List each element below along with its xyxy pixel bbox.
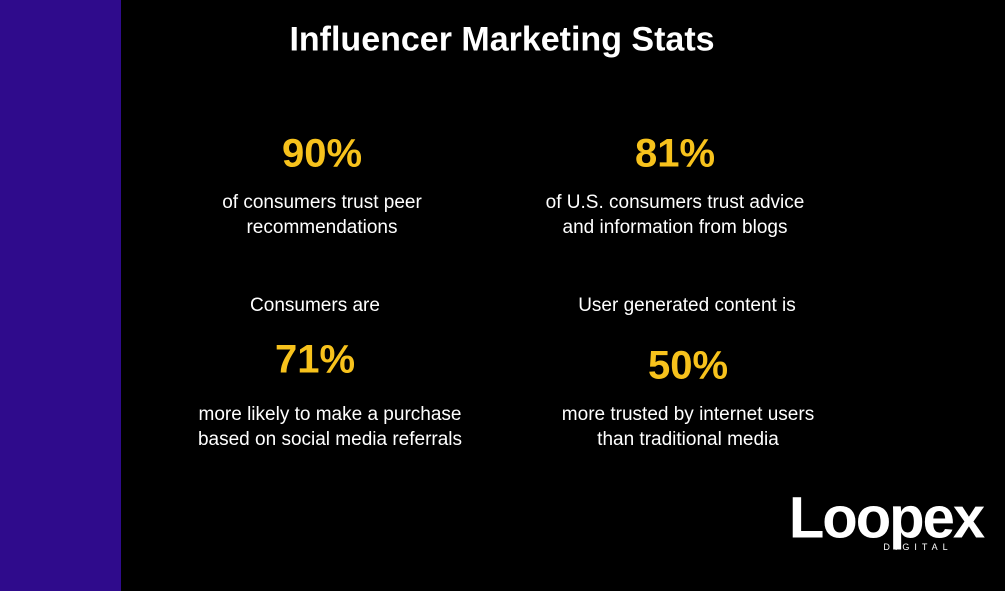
logo-tagline: DIGITAL: [883, 542, 953, 552]
stat-text: more trusted by internet users: [561, 404, 815, 425]
stat-prefix: Consumers are: [250, 295, 380, 316]
stat-text: and information from blogs: [562, 217, 788, 238]
stat-value: 90%: [281, 131, 363, 176]
stat-text: than traditional media: [597, 429, 779, 450]
stat-value: 81%: [634, 131, 716, 176]
stat-prefix: User generated content is: [578, 295, 796, 316]
logo: Loopex: [788, 485, 985, 551]
stat-text: recommendations: [246, 217, 398, 238]
stat-value: 71%: [274, 337, 356, 382]
stat-value: 50%: [647, 343, 729, 388]
title: Influencer Marketing Stats: [289, 20, 715, 59]
side-bar: [0, 0, 121, 591]
stat-text: of U.S. consumers trust advice: [545, 192, 805, 213]
stat-text: more likely to make a purchase: [198, 404, 462, 425]
stat-text: of consumers trust peer: [222, 192, 422, 213]
stat-text: based on social media referrals: [197, 429, 463, 450]
